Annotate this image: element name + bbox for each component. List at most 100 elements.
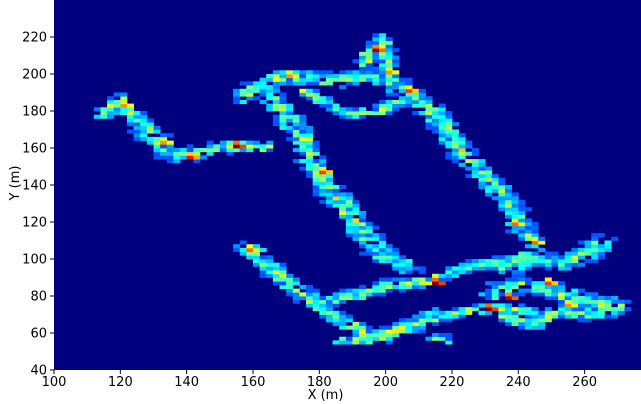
heatmap-cell xyxy=(524,251,532,256)
heatmap-cell xyxy=(372,55,380,60)
heatmap-cell xyxy=(239,148,247,153)
heatmap-cell xyxy=(604,296,612,301)
heatmap-cell xyxy=(379,277,387,282)
heatmap-cell xyxy=(498,185,506,190)
heatmap-cell xyxy=(451,140,459,145)
heatmap-cell xyxy=(604,240,612,245)
heatmap-cell xyxy=(272,114,280,119)
heatmap-cell xyxy=(219,144,227,149)
heatmap-cell xyxy=(405,262,413,267)
heatmap-cell xyxy=(339,114,347,119)
heatmap-cell xyxy=(544,281,552,286)
heatmap-cell xyxy=(418,92,426,97)
heatmap-cell xyxy=(405,270,413,275)
y-tick-label: 180 xyxy=(22,105,47,120)
heatmap-cell xyxy=(292,133,300,138)
heatmap-cell xyxy=(252,144,261,149)
heatmap-cell xyxy=(352,288,360,293)
heatmap-cell xyxy=(266,148,274,153)
heatmap-cell xyxy=(379,247,387,252)
heatmap-cell xyxy=(485,281,493,286)
heatmap-cell xyxy=(392,329,400,334)
heatmap-cell xyxy=(518,307,526,312)
heatmap-cell xyxy=(564,262,572,267)
heatmap-cell xyxy=(279,92,287,97)
heatmap-cell xyxy=(166,140,174,145)
heatmap-cell xyxy=(531,259,539,264)
heatmap-cell xyxy=(365,292,373,297)
heatmap-cell xyxy=(478,303,486,308)
heatmap-cell xyxy=(272,266,280,271)
heatmap-cell xyxy=(292,281,300,286)
heatmap-cell xyxy=(584,299,592,304)
heatmap-cell xyxy=(365,77,373,82)
heatmap-cell xyxy=(432,122,440,127)
heatmap-cell xyxy=(531,284,539,289)
heatmap-cell xyxy=(113,103,121,108)
heatmap-cell xyxy=(418,270,426,275)
heatmap-cell xyxy=(465,159,473,164)
heatmap-cell xyxy=(292,288,300,293)
heatmap-cell xyxy=(113,111,121,116)
heatmap-cell xyxy=(345,196,353,201)
heatmap-cell xyxy=(206,151,214,156)
heatmap-cell xyxy=(611,307,619,312)
heatmap-cell xyxy=(538,288,546,293)
heatmap-cell xyxy=(511,314,519,319)
heatmap-cell xyxy=(345,336,353,341)
heatmap-cell xyxy=(372,329,380,334)
heatmap-cell xyxy=(286,288,294,293)
heatmap-cell xyxy=(365,333,373,338)
heatmap-cell xyxy=(538,236,546,241)
heatmap-cell xyxy=(478,166,486,171)
heatmap-cell xyxy=(233,140,241,145)
heatmap-cell xyxy=(379,48,387,53)
heatmap-cell xyxy=(140,118,148,123)
heatmap-cell xyxy=(319,303,327,308)
heatmap-cell xyxy=(551,314,559,319)
heatmap-cell xyxy=(531,288,539,293)
heatmap-cell xyxy=(405,284,413,289)
heatmap-cell xyxy=(279,103,287,108)
heatmap-cell xyxy=(438,318,446,323)
heatmap-cell xyxy=(379,77,387,82)
heatmap-cell xyxy=(491,173,499,178)
heatmap-cell xyxy=(365,340,373,345)
heatmap-cell xyxy=(312,299,320,304)
heatmap-cell xyxy=(524,314,532,319)
heatmap-cell xyxy=(505,266,513,271)
heatmap-cell xyxy=(604,244,612,249)
heatmap-cell xyxy=(292,136,300,141)
heatmap-cell xyxy=(306,173,314,178)
heatmap-cell xyxy=(107,111,115,116)
heatmap-cell xyxy=(345,225,353,230)
heatmap-cell xyxy=(332,111,340,116)
heatmap-cell xyxy=(173,155,181,160)
heatmap-cell xyxy=(272,103,280,108)
heatmap-cell xyxy=(180,151,188,156)
heatmap-cell xyxy=(505,307,513,312)
heatmap-cell xyxy=(325,192,333,197)
heatmap-cell xyxy=(359,288,367,293)
heatmap-cell xyxy=(418,281,426,286)
heatmap-cell xyxy=(524,307,532,312)
heatmap-cell xyxy=(498,207,506,212)
heatmap-cell xyxy=(392,103,400,108)
heatmap-cell xyxy=(544,251,552,256)
heatmap-cell xyxy=(339,336,347,341)
heatmap-cell xyxy=(451,159,459,164)
heatmap-cell xyxy=(438,136,446,141)
heatmap-cell xyxy=(584,292,592,297)
heatmap-cell xyxy=(491,262,499,267)
heatmap-cell xyxy=(359,55,367,60)
heatmap-cell xyxy=(312,177,320,182)
heatmap-cell xyxy=(246,140,254,145)
heatmap-cell xyxy=(252,251,261,256)
heatmap-cell xyxy=(352,340,360,345)
heatmap-cell xyxy=(107,114,115,119)
heatmap-cell xyxy=(524,233,532,238)
heatmap-cell xyxy=(412,92,420,97)
heatmap-cell xyxy=(352,74,360,79)
heatmap-cell xyxy=(365,48,373,53)
heatmap-cell xyxy=(405,321,413,326)
